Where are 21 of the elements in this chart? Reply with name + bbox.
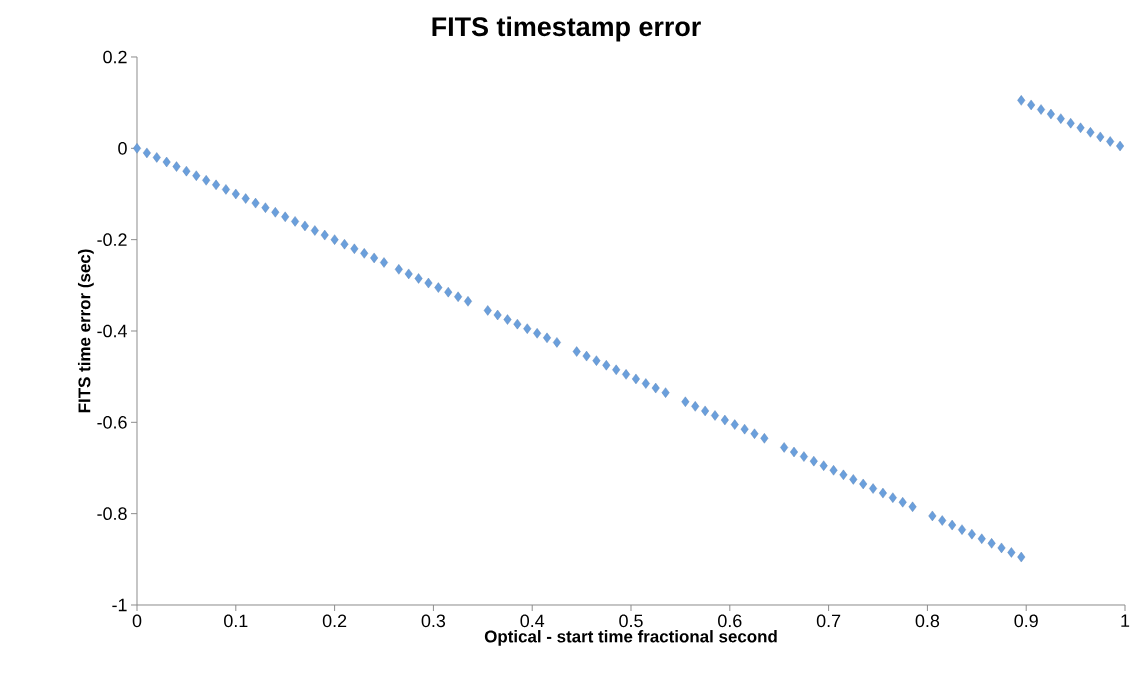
- x-tick-label: 0.2: [322, 614, 347, 628]
- x-tick-label: 0.5: [619, 614, 643, 628]
- x-tick-label: 0: [132, 614, 142, 628]
- x-tick-label: 0.3: [421, 614, 446, 628]
- y-tick-label: 0: [118, 141, 127, 155]
- y-tick-label: -1: [112, 598, 127, 612]
- x-tick-label: 0.8: [915, 614, 940, 628]
- x-tick-label: 0.1: [224, 614, 248, 628]
- x-axis-title: Optical - start time fractional second: [484, 630, 777, 646]
- x-tick-label: 0.4: [520, 614, 545, 628]
- x-tick-label: 1: [1121, 614, 1130, 627]
- x-tick-label: 0.6: [718, 614, 742, 628]
- x-tick-label: 0.9: [1014, 614, 1038, 628]
- y-axis-title: FITS time error (sec): [77, 249, 94, 413]
- y-tick-label: -0.6: [97, 415, 127, 429]
- y-tick-label: -0.4: [97, 324, 127, 338]
- x-tick-label: 0.7: [816, 614, 841, 628]
- chart-title: FITS timestamp error: [432, 16, 701, 42]
- y-tick-label: 0.2: [103, 50, 127, 64]
- y-tick-label: -0.8: [97, 507, 127, 520]
- y-tick-label: -0.2: [97, 233, 127, 246]
